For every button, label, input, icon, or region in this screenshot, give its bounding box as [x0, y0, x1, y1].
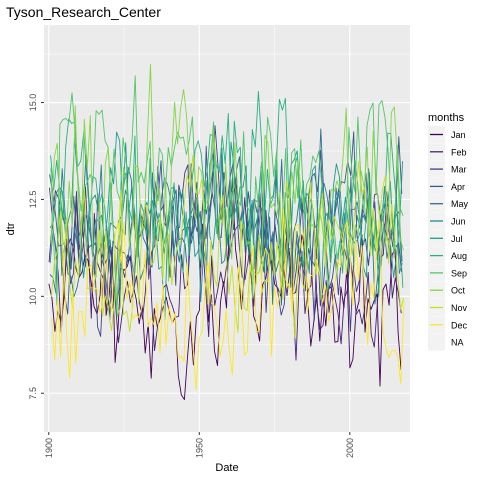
- y-tick-label: 12.5: [28, 191, 38, 209]
- legend-label: Jan: [451, 130, 466, 140]
- y-tick-label: 10.0: [28, 288, 38, 306]
- y-tick-label: 7.5: [28, 387, 38, 400]
- series-lines: [48, 64, 405, 401]
- legend-label: Apr: [451, 182, 465, 192]
- legend-key: [428, 333, 445, 351]
- series-line-may: [49, 128, 403, 308]
- legend-label: Sep: [451, 268, 467, 278]
- legend: months Jan Feb Mar Apr May Jun Jul Aug Sep Oct Nov…: [428, 112, 469, 351]
- series-line-nov: [50, 154, 405, 339]
- legend-label: Mar: [451, 165, 467, 175]
- legend-label: Aug: [451, 251, 467, 261]
- x-tick-label: 1950: [194, 438, 204, 458]
- legend-label: Jun: [451, 217, 466, 227]
- legend-title: months: [428, 112, 465, 124]
- y-axis-title: dtr: [5, 222, 17, 235]
- legend-label: Feb: [451, 147, 467, 157]
- legend-label: Jul: [451, 234, 463, 244]
- chart-title: Tyson_Research_Center: [6, 4, 161, 20]
- legend-label: Dec: [451, 320, 468, 330]
- legend-items: Jan Feb Mar Apr May Jun Jul Aug Sep Oct Nov Dec NA: [428, 126, 469, 351]
- legend-label: Oct: [451, 286, 466, 296]
- y-axis-ticks: 7.5 10.0 12.5 15.0: [28, 94, 44, 400]
- series-line-dec: [51, 208, 405, 391]
- legend-label: May: [451, 199, 469, 209]
- x-tick-label: 1900: [44, 438, 54, 458]
- series-line-jul: [49, 131, 404, 321]
- legend-label: NA: [451, 338, 464, 348]
- x-axis-title: Date: [215, 462, 238, 474]
- series-line-aug: [50, 90, 404, 316]
- legend-label: Nov: [451, 303, 468, 313]
- series-line-jun: [49, 153, 403, 303]
- series-line-oct: [50, 64, 404, 318]
- x-axis-ticks: 1900 1950 2000: [44, 432, 355, 458]
- x-tick-label: 2000: [345, 438, 355, 458]
- y-tick-label: 15.0: [28, 94, 38, 112]
